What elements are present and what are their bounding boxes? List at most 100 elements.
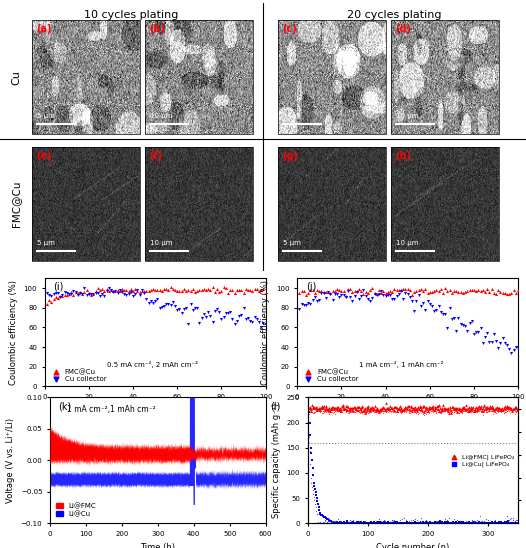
Point [382,519,390,528]
Point [400,404,408,413]
Point [363,519,372,528]
Point [372,291,381,300]
Point [332,406,341,415]
Point [468,516,476,524]
Point [447,517,456,526]
Point [341,404,349,413]
Point [360,517,368,526]
Point [374,519,382,528]
Point [362,518,370,527]
Point [485,338,493,346]
Point [324,287,332,296]
Point [483,328,491,337]
Point [457,288,465,296]
Point [457,517,465,526]
Point [353,407,361,415]
Point [312,403,321,412]
Point [325,519,333,528]
Point [191,288,199,296]
Point [380,403,388,412]
Point [332,519,340,528]
Point [323,515,332,523]
Point [391,403,399,412]
Point [356,409,364,418]
Point [483,519,492,528]
Point [469,408,477,416]
Point [309,408,318,417]
Point [376,518,385,527]
Point [495,516,504,525]
Point [230,320,239,329]
Point [408,518,416,527]
Point [199,285,208,294]
Point [490,519,498,528]
Point [437,407,446,415]
Point [410,407,419,416]
Point [305,404,313,413]
Bar [278,147,386,261]
Point [470,517,479,526]
Point [502,407,511,415]
Point [493,518,501,527]
Point [438,407,446,415]
Point [445,519,453,528]
Point [501,408,510,416]
Point [350,519,358,528]
Point [459,519,468,528]
Point [142,295,150,304]
Point [399,405,408,414]
Point [501,402,509,410]
Point [332,403,341,412]
Point [74,290,82,299]
Point [477,519,485,528]
Point [501,517,510,526]
Point [479,408,487,416]
Point [366,519,374,528]
Point [506,519,514,528]
Point [402,407,410,415]
Point [408,404,416,413]
Point [466,318,474,327]
Point [369,405,378,414]
Point [412,519,420,528]
Point [359,407,368,416]
Point [396,402,404,410]
Point [383,519,391,528]
Point [78,290,86,299]
Point [158,287,166,295]
Point [411,407,420,416]
Point [448,289,456,298]
Point [328,402,337,411]
Point [460,519,469,528]
Point [459,288,467,297]
Point [406,293,414,301]
Point [350,518,358,527]
Point [186,287,195,295]
Point [424,519,433,528]
Point [319,518,327,527]
Point [463,405,472,414]
Point [441,284,449,293]
Point [355,403,363,412]
Point [512,404,521,413]
Point [512,519,521,528]
Text: FMC@Cu: FMC@Cu [11,181,21,227]
Point [323,517,332,526]
Point [363,401,372,410]
Point [45,290,53,299]
Point [455,404,463,413]
Point [418,518,427,527]
Point [393,405,402,414]
Point [435,406,443,414]
Point [388,404,396,413]
Point [410,519,419,528]
Point [409,404,418,413]
Point [462,401,471,410]
Point [484,519,493,528]
Point [408,403,416,412]
Bar [145,147,253,261]
Point [450,408,458,417]
Point [386,286,394,295]
Point [418,410,427,419]
Point [350,404,359,413]
